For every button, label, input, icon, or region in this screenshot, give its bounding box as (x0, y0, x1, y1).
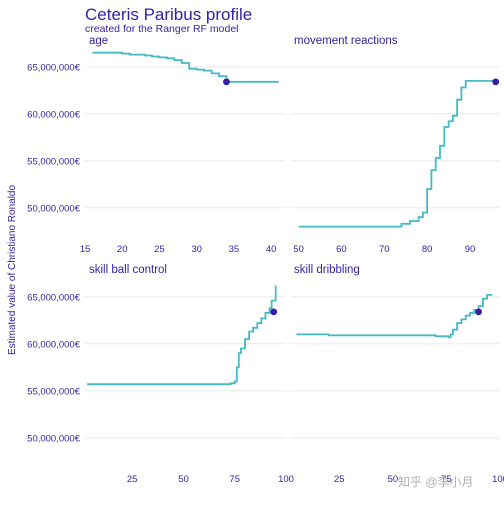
x-tick-label: 40 (266, 244, 277, 255)
x-tick-label: 30 (191, 244, 202, 255)
panel-skill-dribbling: 25 50 75 100 skill dribbling (290, 264, 504, 485)
observation-point (492, 78, 500, 86)
y-tick-label: 60,000,000€ (27, 339, 81, 350)
y-tick-label: 65,000,000€ (27, 292, 81, 303)
x-tick-label: 90 (465, 244, 476, 255)
x-tick-label: 25 (127, 474, 138, 485)
facet-panels: 50,000,000€ 55,000,000€ 60,000,000€ 65,000,… (27, 35, 504, 485)
y-tick-label: 55,000,000€ (27, 156, 81, 167)
chart-subtitle: created for the Ranger RF model (85, 23, 239, 35)
profile-line (296, 294, 493, 339)
x-tick-label: 60 (336, 244, 347, 255)
x-tick-label: 15 (80, 244, 91, 255)
x-tick-label: 50 (388, 474, 399, 485)
x-tick-label: 25 (334, 474, 345, 485)
panel-title: skill ball control (89, 264, 167, 276)
x-tick-label: 100 (278, 474, 294, 485)
panel-age: 50,000,000€ 55,000,000€ 60,000,000€ 65,000,… (27, 35, 286, 255)
observation-point (475, 308, 482, 316)
x-tick-label: 75 (229, 474, 240, 485)
watermark: 知乎 @李小月 (398, 474, 474, 489)
observation-point (270, 308, 278, 316)
profile-line (87, 285, 277, 386)
observation-point (223, 78, 230, 86)
y-tick-label: 55,000,000€ (27, 386, 81, 397)
profile-line (92, 51, 279, 83)
x-tick-label: 100 (492, 474, 504, 485)
x-tick-label: 20 (117, 244, 128, 255)
x-tick-label: 50 (178, 474, 189, 485)
chart-title: Ceteris Paribus profile (85, 5, 252, 24)
panel-title: movement reactions (294, 35, 398, 47)
x-tick-label: 50 (293, 244, 304, 255)
x-tick-label: 35 (229, 244, 240, 255)
x-tick-label: 75 (441, 474, 452, 485)
y-tick-label: 50,000,000€ (27, 203, 81, 214)
y-tick-label: 50,000,000€ (27, 433, 81, 444)
panel-movement-reactions: 50 60 70 80 90 movement reactions (290, 35, 500, 255)
x-tick-label: 25 (154, 244, 165, 255)
y-tick-label: 65,000,000€ (27, 62, 81, 73)
panel-title: age (89, 35, 108, 47)
profile-line (298, 80, 497, 228)
panel-title: skill dribbling (294, 264, 360, 276)
x-tick-label: 80 (422, 244, 433, 255)
x-tick-label: 70 (379, 244, 390, 255)
panel-skill-ball-control: 50,000,000€ 55,000,000€ 60,000,000€ 65,000,… (27, 264, 294, 485)
y-tick-label: 60,000,000€ (27, 109, 81, 120)
y-axis-label: Estimated value of Christiano Ronaldo (7, 185, 18, 356)
